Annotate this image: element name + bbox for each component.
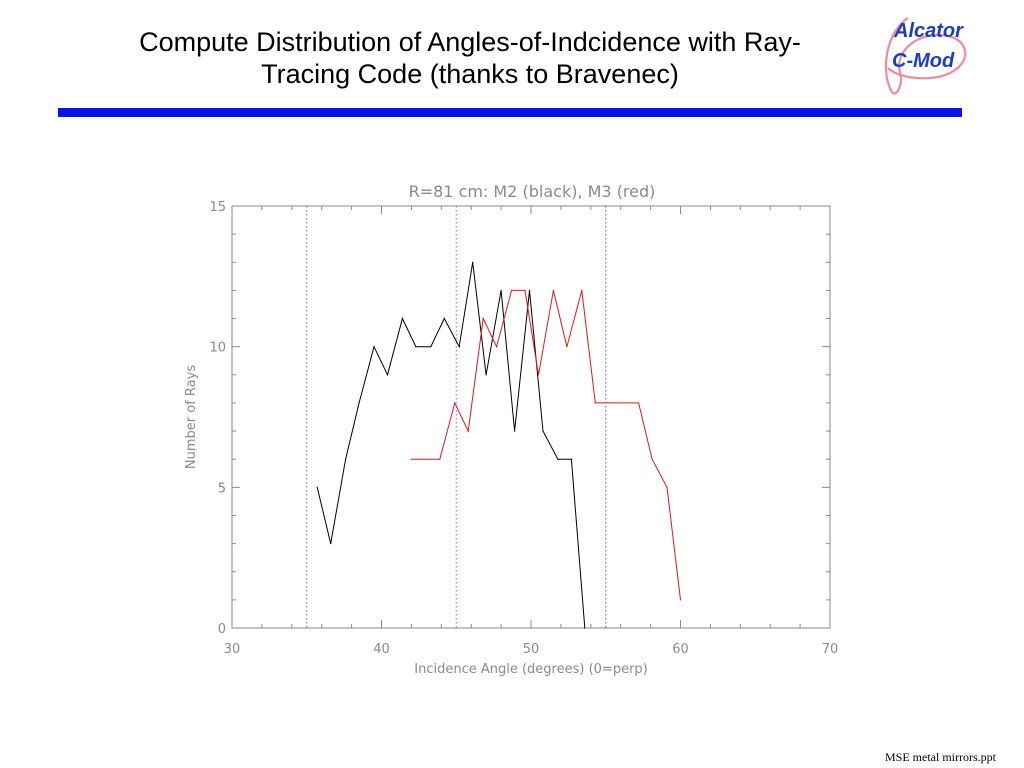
data-point-series-0 (373, 346, 375, 348)
incidence-angle-chart: R=81 cm: M2 (black), M3 (red) 30 40 50 60 70… (184, 182, 839, 677)
data-point-series-1 (566, 346, 568, 348)
data-point-series-1 (638, 402, 640, 404)
data-point-series-0 (542, 430, 544, 432)
data-point-series-1 (496, 346, 498, 348)
logo-line-2: C-Mod (892, 50, 955, 72)
data-point-series-0 (458, 346, 460, 348)
data-point-series-1 (482, 317, 484, 320)
x-axis-label: Incidence Angle (degrees) (0=perp) (414, 662, 648, 677)
footer-filename: MSE metal mirrors.ppt (885, 750, 996, 764)
x-tick-label: 70 (822, 642, 839, 657)
alcator-cmod-logo: Alcator C-Mod (878, 12, 978, 98)
title-accent-bar (58, 108, 962, 117)
data-point-series-0 (386, 374, 389, 376)
data-point-series-1 (552, 289, 555, 291)
logo-line-1: Alcator (894, 20, 963, 42)
x-tick-label: 60 (672, 642, 689, 657)
data-point-series-1 (467, 430, 469, 432)
data-point-series-1 (609, 402, 611, 404)
y-tick-label: 15 (209, 200, 226, 215)
series-line-0 (316, 262, 586, 629)
data-point-series-1 (454, 402, 456, 404)
slide-title-line-1: Compute Distribution of Angles-of-Indcid… (139, 27, 801, 57)
chart-title: R=81 cm: M2 (black), M3 (red) (409, 182, 656, 201)
data-point-series-0 (584, 627, 586, 629)
data-point-series-1 (510, 289, 513, 291)
data-point-series-0 (528, 289, 531, 291)
data-point-series-1 (537, 374, 540, 376)
x-tick-label: 30 (224, 642, 241, 657)
y-axis-label: Number of Rays (184, 365, 199, 469)
logo-swoosh-icon (884, 17, 967, 95)
data-point-series-0 (443, 317, 445, 320)
data-point-series-0 (415, 346, 417, 348)
data-point-series-1 (651, 458, 653, 460)
y-tick-label: 0 (218, 622, 226, 637)
data-point-series-1 (524, 289, 526, 291)
data-point-series-0 (316, 486, 318, 488)
data-point-series-1 (581, 289, 583, 291)
data-point-series-0 (557, 458, 559, 460)
data-point-series-0 (330, 543, 332, 545)
data-point-series-0 (472, 261, 474, 263)
slide-title: Compute Distribution of Angles-of-Indcid… (60, 26, 880, 90)
data-point-series-0 (513, 430, 516, 432)
data-point-series-1 (439, 458, 441, 460)
data-point-series-1 (594, 402, 596, 404)
data-point-series-0 (430, 346, 432, 348)
data-point-series-0 (345, 458, 347, 460)
data-point-series-1 (410, 458, 412, 460)
data-point-series-0 (358, 402, 360, 404)
slide-title-line-2: Tracing Code (thanks to Bravenec) (261, 59, 679, 89)
data-point-series-0 (500, 289, 502, 291)
y-tick-label: 5 (218, 481, 226, 496)
data-point-series-0 (485, 374, 487, 376)
data-point-series-1 (666, 486, 668, 488)
x-tick-label: 50 (523, 642, 540, 657)
series-line-1 (411, 289, 681, 600)
plot-frame (231, 205, 831, 629)
data-point-series-1 (679, 599, 682, 601)
x-tick-label: 40 (373, 642, 390, 657)
data-point-series-0 (570, 458, 572, 460)
data-point-series-0 (401, 317, 404, 320)
y-tick-label: 10 (209, 341, 226, 356)
